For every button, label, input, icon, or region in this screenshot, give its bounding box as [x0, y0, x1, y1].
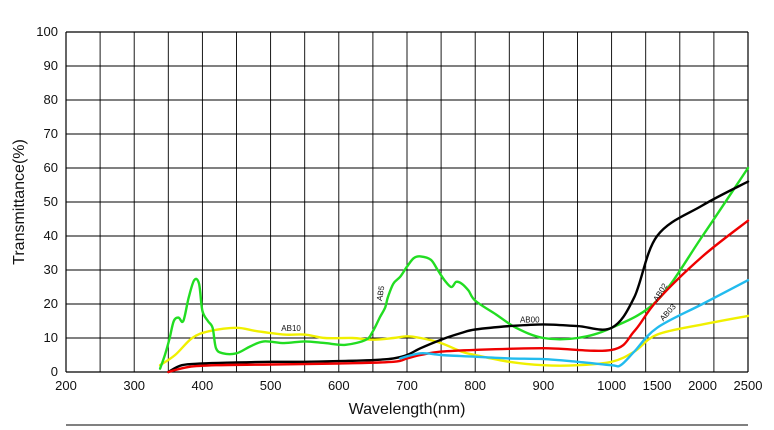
- series-line-ab10: [158, 314, 750, 367]
- series-layer: [158, 166, 750, 374]
- x-tick-label: 1500: [643, 378, 672, 393]
- y-tick-label: 10: [44, 330, 58, 345]
- series-label-ab03: AB03: [658, 302, 678, 323]
- y-tick-label: 70: [44, 126, 58, 141]
- x-tick-label: 2000: [688, 378, 717, 393]
- series-label-ab02: AB02: [651, 281, 669, 303]
- x-tick-label: 1000: [597, 378, 626, 393]
- series-line-ab03: [399, 279, 750, 368]
- labels-layer: 200 300 400 500 600 700 800 900 1000 1500 2000 2500…: [11, 24, 762, 418]
- series-label-ab00: AB00: [520, 316, 540, 325]
- x-tick-label: 700: [396, 378, 418, 393]
- x-tick-label: 800: [464, 378, 486, 393]
- y-tick-label: 80: [44, 92, 58, 107]
- x-tick-label: 300: [123, 378, 145, 393]
- y-tick-label: 100: [36, 24, 58, 39]
- y-tick-label: 40: [44, 228, 58, 243]
- y-tick-label: 50: [44, 194, 58, 209]
- y-tick-label: 90: [44, 58, 58, 73]
- x-tick-label: 200: [55, 378, 77, 393]
- x-tick-label: 2500: [734, 378, 763, 393]
- series-label-ab10: AB10: [281, 324, 301, 333]
- series-line-ab00: [167, 180, 750, 374]
- y-tick-label: 0: [51, 364, 58, 379]
- x-tick-label: 400: [192, 378, 214, 393]
- series-line-ab5: [158, 166, 750, 370]
- y-tick-label: 60: [44, 160, 58, 175]
- y-tick-label: 30: [44, 262, 58, 277]
- grid: [65, 31, 749, 373]
- x-tick-label: 600: [328, 378, 350, 393]
- x-tick-label: 900: [533, 378, 555, 393]
- y-axis-title: Transmittance(%): [11, 139, 28, 265]
- x-tick-label: 500: [260, 378, 282, 393]
- series-label-ab5: AB5: [375, 285, 387, 302]
- y-tick-label: 20: [44, 296, 58, 311]
- x-axis-title: Wavelength(nm): [349, 401, 466, 418]
